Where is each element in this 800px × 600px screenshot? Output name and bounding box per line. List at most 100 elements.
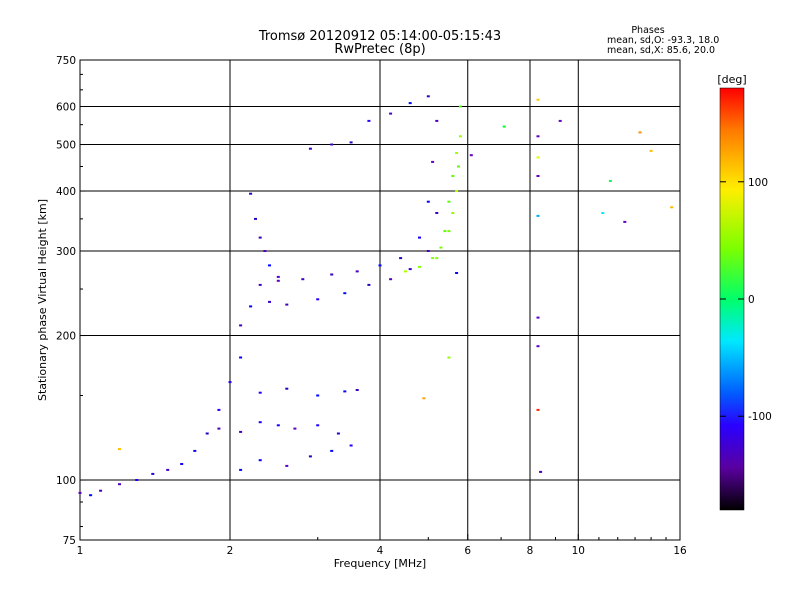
data-point bbox=[426, 200, 430, 203]
data-point bbox=[276, 424, 280, 427]
data-point bbox=[536, 156, 540, 159]
data-point bbox=[276, 279, 280, 282]
data-point bbox=[316, 424, 320, 427]
x-axis-ticks: 1 2 4 6 8 10 16 bbox=[77, 534, 687, 557]
data-point bbox=[418, 265, 421, 268]
data-point bbox=[355, 389, 359, 391]
chart-title: Tromsø 20120912 05:14:00-05:15:43 bbox=[258, 29, 501, 44]
data-point bbox=[451, 175, 455, 177]
data-point bbox=[536, 135, 540, 138]
data-point bbox=[258, 421, 262, 424]
data-point bbox=[205, 432, 209, 435]
data-point bbox=[301, 278, 305, 281]
data-point bbox=[536, 98, 540, 101]
data-point bbox=[249, 192, 253, 195]
colorbar-tick-label: 0 bbox=[748, 294, 755, 306]
data-point bbox=[418, 236, 421, 239]
data-point bbox=[455, 272, 459, 274]
y-tick-label: 75 bbox=[63, 535, 76, 547]
data-point bbox=[536, 175, 540, 177]
data-point bbox=[447, 200, 451, 203]
x-tick-label: 4 bbox=[377, 545, 384, 557]
data-point bbox=[276, 275, 280, 278]
y-tick-label: 750 bbox=[56, 55, 76, 67]
data-point bbox=[469, 154, 473, 157]
info-heading: Phases bbox=[631, 25, 664, 36]
y-tick-label: 200 bbox=[56, 331, 76, 343]
data-point bbox=[536, 408, 540, 411]
data-point bbox=[330, 449, 334, 452]
data-point bbox=[263, 250, 267, 252]
info-line-o: mean, sd,O: -93.3, 18.0 bbox=[607, 35, 719, 46]
data-point bbox=[151, 472, 155, 475]
data-point bbox=[404, 270, 407, 273]
colorbar-tick-label: -100 bbox=[748, 411, 772, 423]
data-point bbox=[316, 298, 320, 301]
data-point bbox=[355, 270, 359, 273]
data-point bbox=[367, 283, 371, 286]
data-point bbox=[399, 257, 403, 260]
data-point bbox=[217, 408, 221, 411]
data-point bbox=[367, 119, 371, 122]
data-point bbox=[422, 397, 426, 400]
data-point bbox=[89, 494, 93, 497]
data-point bbox=[431, 160, 435, 163]
data-point bbox=[539, 470, 543, 473]
data-point bbox=[435, 257, 439, 260]
data-point bbox=[389, 112, 393, 115]
data-point bbox=[455, 152, 459, 154]
grid-lines bbox=[80, 60, 680, 540]
data-point bbox=[447, 230, 451, 233]
data-point bbox=[349, 141, 353, 144]
data-point bbox=[118, 483, 121, 486]
data-point bbox=[349, 444, 353, 447]
data-point bbox=[408, 102, 412, 105]
data-point bbox=[99, 489, 103, 492]
data-point bbox=[536, 316, 540, 319]
data-point bbox=[249, 305, 253, 308]
data-point bbox=[268, 264, 271, 267]
data-point bbox=[228, 381, 232, 384]
y-tick-label: 300 bbox=[56, 246, 76, 258]
data-point bbox=[308, 147, 312, 150]
data-point bbox=[458, 135, 462, 138]
data-point bbox=[443, 230, 447, 233]
data-points bbox=[78, 95, 674, 497]
colorbar-unit-label: [deg] bbox=[717, 73, 746, 86]
data-point bbox=[455, 190, 459, 192]
data-point bbox=[447, 356, 451, 359]
data-point bbox=[258, 391, 262, 394]
data-point bbox=[649, 149, 653, 152]
data-point bbox=[608, 179, 612, 182]
data-point bbox=[239, 356, 243, 359]
data-point bbox=[239, 468, 243, 471]
y-axis-ticks: 75 100 200 300 400 500 600 750 bbox=[56, 55, 86, 547]
data-point bbox=[502, 125, 506, 128]
data-point bbox=[285, 387, 289, 390]
x-tick-label: 2 bbox=[227, 545, 234, 557]
data-point bbox=[118, 448, 121, 451]
data-point bbox=[451, 212, 455, 214]
colorbar-ticks: 100 0 -100 bbox=[720, 177, 772, 423]
y-axis-title: Stationary phase Virtual Height [km] bbox=[36, 199, 49, 401]
data-point bbox=[439, 246, 443, 249]
data-point bbox=[258, 283, 262, 286]
data-point bbox=[558, 119, 562, 122]
data-point bbox=[601, 212, 605, 214]
y-tick-label: 400 bbox=[56, 186, 76, 198]
data-point bbox=[408, 268, 412, 271]
data-point bbox=[166, 468, 170, 471]
x-axis-title: Frequency [MHz] bbox=[334, 557, 426, 570]
y-tick-label: 500 bbox=[56, 140, 76, 152]
data-point bbox=[670, 206, 674, 209]
data-point bbox=[638, 131, 642, 134]
data-point bbox=[389, 278, 393, 281]
data-point bbox=[180, 463, 184, 465]
data-point bbox=[330, 143, 334, 146]
data-point bbox=[308, 455, 312, 458]
x-tick-label: 16 bbox=[673, 545, 687, 557]
data-point bbox=[343, 390, 347, 393]
data-point bbox=[316, 394, 320, 397]
data-point bbox=[135, 479, 139, 481]
